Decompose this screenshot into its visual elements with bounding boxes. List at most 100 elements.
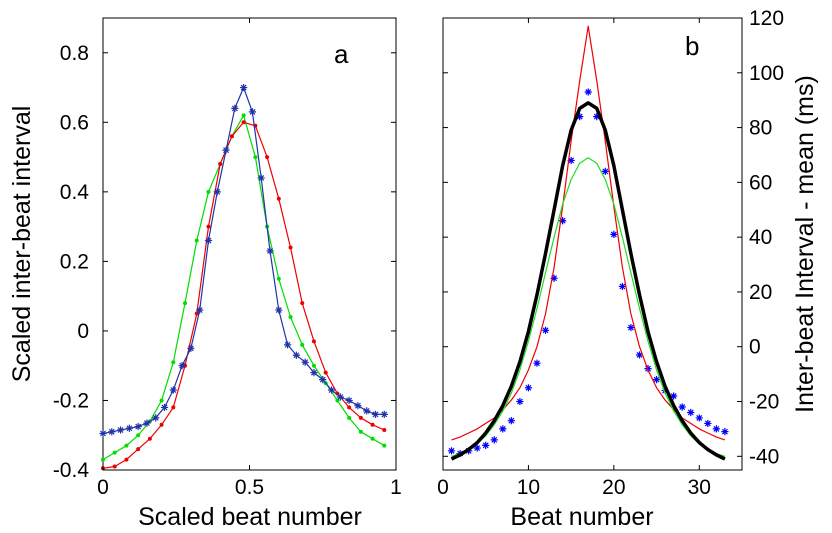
y-tick-label: 0.4 xyxy=(60,181,90,204)
data-point xyxy=(300,301,305,306)
data-point xyxy=(490,436,498,444)
data-point xyxy=(541,326,550,334)
data-point xyxy=(275,306,283,314)
data-point xyxy=(240,83,248,92)
data-point xyxy=(136,433,141,438)
series-group-a xyxy=(99,83,388,471)
data-point xyxy=(222,146,230,154)
data-point xyxy=(550,274,558,282)
data-point xyxy=(371,410,380,418)
data-point xyxy=(473,444,481,452)
data-point xyxy=(712,425,720,433)
data-point xyxy=(101,457,105,462)
data-point xyxy=(704,419,712,428)
series-line-2 xyxy=(102,121,385,469)
x-tick-group-a: 0 0.5 1 xyxy=(97,18,402,499)
data-point xyxy=(447,447,456,455)
data-point xyxy=(311,363,316,368)
x-tick-label: 10 xyxy=(517,476,540,499)
data-point xyxy=(721,428,729,436)
data-point xyxy=(695,414,703,422)
y-axis-label-b: Inter-beat Interval - mean (ms) xyxy=(791,75,819,413)
data-point xyxy=(288,315,293,320)
data-point xyxy=(112,450,117,455)
data-point xyxy=(206,189,211,194)
y-tick-label: -0.2 xyxy=(53,389,89,412)
y-tick-label: 120 xyxy=(749,7,784,30)
data-point xyxy=(218,162,223,167)
series-line-2 xyxy=(451,25,726,441)
data-point xyxy=(319,376,327,384)
data-point xyxy=(241,120,246,125)
data-point xyxy=(266,247,274,255)
x-tick-label: 0 xyxy=(437,476,449,499)
data-point xyxy=(687,408,695,417)
y-tick-label: 0.8 xyxy=(60,42,89,65)
data-point xyxy=(370,436,375,441)
data-point xyxy=(116,426,125,434)
y-tick-group-b: -40 -20 0 20 40 60 80 100 120 xyxy=(443,7,784,468)
data-point xyxy=(601,167,609,176)
series-line-4 xyxy=(450,101,726,461)
data-point xyxy=(187,344,195,352)
data-point xyxy=(380,410,388,418)
data-point xyxy=(136,447,141,452)
data-point xyxy=(196,306,204,314)
data-point xyxy=(311,339,316,344)
data-point xyxy=(310,369,318,377)
data-point xyxy=(559,217,567,225)
data-point xyxy=(229,134,234,139)
y-tick-label: 20 xyxy=(749,281,772,304)
x-tick-label: 20 xyxy=(602,476,625,499)
panel-tag-a: a xyxy=(334,39,349,69)
data-point xyxy=(300,342,305,347)
series-line-1 xyxy=(102,114,385,461)
data-point xyxy=(670,392,678,400)
data-point xyxy=(143,419,151,427)
data-point xyxy=(152,414,160,422)
y-tick-label: 60 xyxy=(749,171,772,194)
data-point xyxy=(567,156,575,165)
data-point xyxy=(347,415,352,420)
data-point xyxy=(533,359,541,367)
data-point xyxy=(516,397,524,406)
data-point xyxy=(336,393,344,401)
x-tick-group-b: 0 10 20 30 xyxy=(437,18,711,499)
data-point xyxy=(183,301,188,306)
data-point xyxy=(253,155,258,160)
data-point xyxy=(292,351,300,359)
data-point xyxy=(327,386,336,394)
data-point xyxy=(678,403,686,411)
x-axis-label-b: Beat number xyxy=(510,503,653,531)
data-point xyxy=(112,464,117,469)
data-point xyxy=(276,196,281,201)
data-point xyxy=(134,422,142,431)
data-point xyxy=(283,341,292,349)
data-point xyxy=(159,422,164,427)
data-point xyxy=(382,428,387,433)
data-point xyxy=(482,441,490,449)
chart-panel-a: 0 0.5 1 -0.4-0.200.20.40.60.8 a Scaled bea… xyxy=(8,17,402,531)
x-tick-label: 0.5 xyxy=(235,476,264,499)
data-point xyxy=(248,108,257,116)
data-point xyxy=(345,396,353,405)
plot-frame-b xyxy=(442,17,743,471)
y-tick-label: 0.2 xyxy=(60,250,89,273)
y-tick-label: 0.6 xyxy=(60,111,89,134)
data-point xyxy=(265,155,270,160)
chart-panel-b: 0 10 20 30 -40 -20 0 20 40 60 80 100 120 b Beat num… xyxy=(437,7,819,531)
series-line-3 xyxy=(102,86,385,435)
data-point xyxy=(241,113,246,118)
y-tick-label: 80 xyxy=(749,117,772,140)
data-point xyxy=(593,113,601,121)
data-point xyxy=(171,405,176,410)
x-tick-label: 30 xyxy=(688,476,711,499)
y-tick-label: 40 xyxy=(749,226,772,249)
y-tick-label: 100 xyxy=(749,62,784,85)
data-point xyxy=(358,415,363,420)
data-point xyxy=(288,245,293,250)
data-point xyxy=(584,88,592,96)
y-tick-label: -20 xyxy=(749,391,779,414)
data-point xyxy=(124,457,129,462)
